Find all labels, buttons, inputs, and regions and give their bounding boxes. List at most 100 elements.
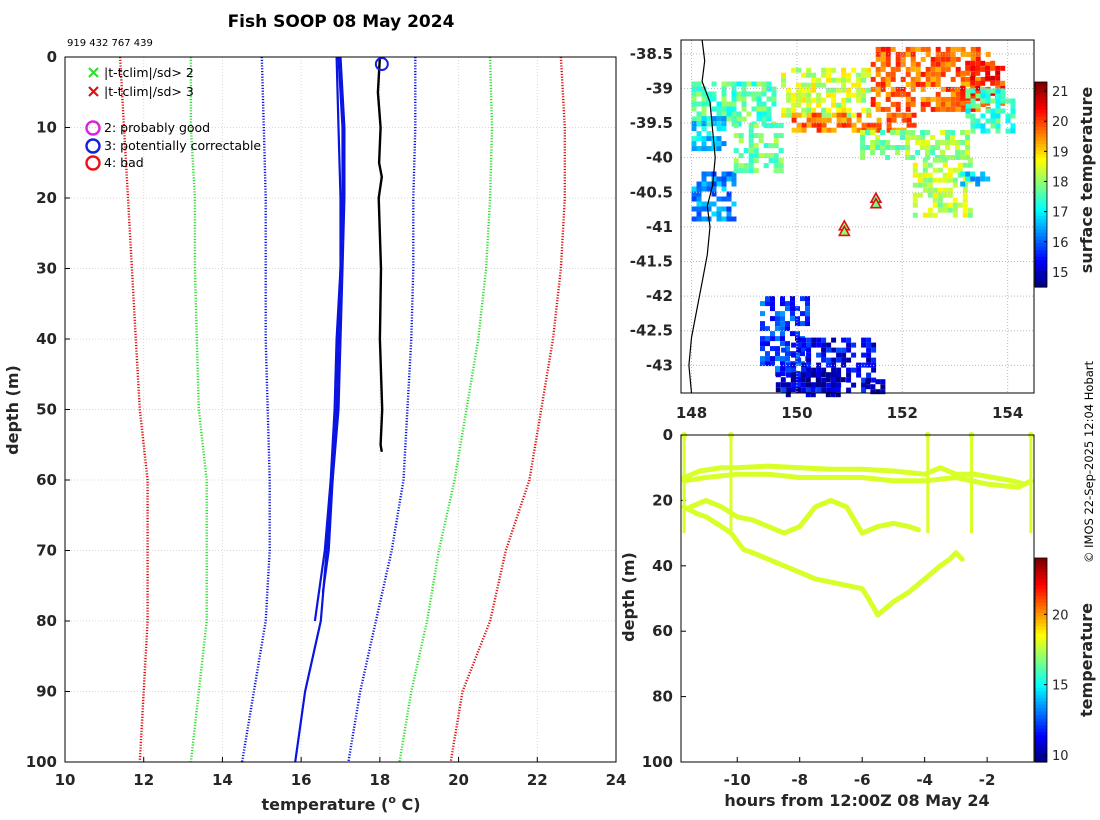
map-x-tick-label: 148 — [676, 404, 707, 422]
sst-cell — [806, 87, 812, 93]
sst-cell — [932, 192, 938, 198]
sst-cell — [806, 107, 812, 113]
map-y-tick-label: -40 — [646, 149, 673, 167]
sst-cell — [780, 361, 785, 367]
sst-cell — [696, 131, 702, 137]
sst-cell — [721, 171, 727, 177]
sst-cell — [962, 197, 968, 203]
sst-cell — [960, 140, 966, 145]
sst-cell — [726, 81, 732, 87]
sst-cell — [912, 167, 918, 173]
sst-cell — [895, 150, 901, 155]
sst-cell — [890, 130, 896, 135]
sst-cell — [985, 118, 991, 124]
sst-cell — [866, 362, 872, 368]
sst-colorbar-frame — [1034, 81, 1048, 288]
sst-cell — [955, 106, 961, 112]
sst-cell — [962, 162, 968, 168]
sst-cell — [836, 357, 842, 363]
sst-cell — [866, 112, 872, 118]
sst-cell — [786, 362, 792, 368]
sst-cell — [922, 182, 928, 188]
sst-cell — [967, 157, 973, 163]
sst-cell — [947, 177, 953, 183]
sst-cell — [800, 351, 805, 357]
sst-cell — [741, 86, 747, 92]
sst-cell — [910, 130, 916, 135]
sst-cell — [885, 51, 891, 57]
temperature-colorbar-segment — [1035, 697, 1047, 702]
sst-cell — [775, 336, 780, 342]
sst-cell — [836, 367, 842, 373]
sst-cell — [733, 163, 739, 169]
sst-cell — [733, 148, 739, 154]
sst-cell — [935, 56, 941, 62]
sst-cell — [870, 76, 876, 82]
sst-cell — [920, 140, 926, 145]
sst-colorbar-segment — [1035, 181, 1047, 186]
sst-cell — [805, 301, 810, 307]
sst-cell — [726, 206, 732, 212]
temperature-colorbar-segment — [1035, 745, 1047, 749]
sst-cell — [885, 61, 891, 67]
sst-cell — [738, 138, 744, 144]
sst-cell — [866, 352, 872, 358]
sst-cell — [841, 87, 847, 93]
sst-cell — [743, 148, 749, 154]
sst-cell — [691, 86, 697, 92]
sst-cell — [975, 181, 981, 187]
sst-cell — [796, 357, 802, 363]
sst-cell — [741, 81, 747, 87]
sst-cell — [790, 387, 796, 393]
sst-cell — [785, 356, 790, 362]
sst-cell — [995, 98, 1001, 104]
sst-cell — [950, 96, 956, 102]
sst-colorbar-segment — [1035, 116, 1047, 121]
sst-cell — [763, 153, 769, 159]
sst-cell — [922, 162, 928, 168]
sst-cell — [890, 86, 896, 92]
temperature-colorbar-segment — [1035, 595, 1047, 600]
sst-cell — [748, 138, 754, 144]
sst-cell — [905, 140, 911, 145]
sst-cell — [975, 85, 981, 91]
sst-cell — [816, 92, 822, 98]
sst-cell — [927, 192, 933, 198]
sst-cell — [785, 382, 791, 388]
sst-cell — [836, 112, 842, 118]
temperature-colorbar-label: temperature — [1077, 603, 1096, 717]
sst-cell — [811, 342, 817, 348]
sst-cell — [950, 155, 956, 160]
sst-cell — [743, 168, 749, 174]
sst-cell — [950, 101, 956, 107]
sst-cell — [942, 177, 948, 183]
sst-colorbar-segment — [1035, 133, 1047, 138]
temperature-colorbar-segment — [1035, 751, 1047, 756]
sst-cell — [920, 56, 926, 62]
sst-cell — [866, 347, 872, 353]
sst-cell — [995, 75, 1001, 81]
sst-cell — [748, 148, 754, 154]
sst-cell — [856, 77, 862, 83]
sst-cell — [861, 72, 867, 78]
sst-cell — [785, 306, 790, 312]
sst-cell — [970, 106, 976, 112]
sst-cell — [920, 130, 926, 135]
sst-cell — [985, 88, 991, 94]
sst-cell — [856, 127, 862, 133]
sst-cell — [925, 101, 931, 107]
sst-cell — [765, 326, 770, 332]
sst-cell — [846, 122, 852, 128]
sst-cell — [890, 71, 896, 77]
track-x-label: hours from 12:00Z 08 May 24 — [724, 791, 989, 810]
sst-cell — [766, 106, 772, 112]
sst-cell — [930, 76, 936, 82]
sst-cell — [865, 379, 871, 385]
sst-cell — [711, 186, 717, 192]
sst-cell — [957, 167, 963, 173]
sst-cell — [805, 382, 811, 388]
sst-cell — [831, 67, 837, 73]
sst-cell — [856, 367, 862, 373]
sst-cell — [831, 347, 837, 353]
track-x-tick-label: -8 — [791, 771, 808, 789]
